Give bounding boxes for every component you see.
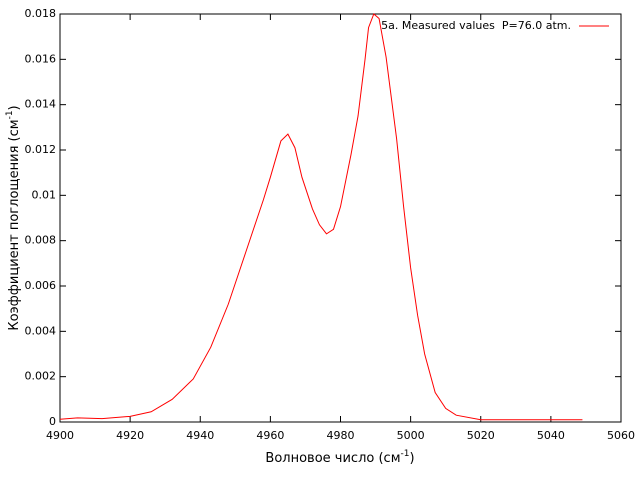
x-tick-label: 5000 [397,429,425,442]
x-tick-label: 4940 [186,429,214,442]
x-label-sup: -1 [401,449,410,459]
x-axis-label: Волновое число (см-1) [265,449,414,466]
y-label-close: ) [7,105,22,110]
y-tick-label: 0.016 [25,52,57,65]
y-tick-label: 0.002 [25,370,57,383]
x-tick-label: 4980 [327,429,355,442]
y-tick-label: 0.012 [25,143,57,156]
y-label-text: Коэффициент поглощения (см [7,119,22,330]
y-tick-label: 0.01 [32,188,57,201]
x-tick-label: 4920 [116,429,144,442]
plot-frame [59,13,622,423]
x-tick-label: 4900 [46,429,74,442]
legend-label: 5a. Measured values P=76.0 atm. [381,19,571,32]
y-tick-label: 0.008 [25,234,57,247]
y-axis-label: Коэффициент поглощения (см-1) [5,105,22,330]
y-tick-label: 0.006 [25,279,57,292]
x-tick-label: 4960 [256,429,284,442]
y-tick-label: 0.014 [25,98,57,111]
y-label-sup: -1 [5,110,15,119]
x-tick-label: 5020 [467,429,495,442]
x-label-text: Волновое число (см [265,451,400,466]
x-label-close: ) [409,451,414,466]
y-tick-label: 0.004 [25,324,57,337]
data-line [59,13,583,421]
x-tick-label: 5040 [537,429,565,442]
y-tick-label: 0.018 [25,7,57,20]
x-tick-label: 5060 [607,429,635,442]
y-tick-label: 0 [49,415,56,428]
